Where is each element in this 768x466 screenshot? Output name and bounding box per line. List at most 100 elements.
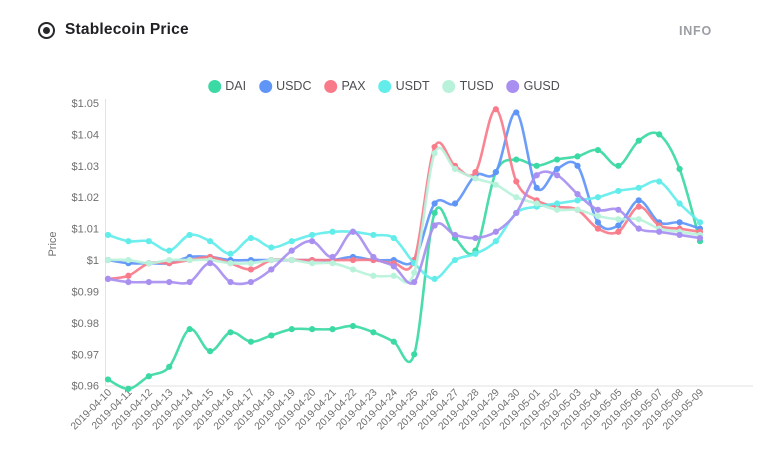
data-point-dai[interactable]: [288, 326, 295, 333]
data-point-gusd[interactable]: [696, 234, 704, 242]
data-point-tusd[interactable]: [227, 260, 234, 267]
data-point-tusd[interactable]: [411, 269, 418, 276]
data-point-gusd[interactable]: [676, 231, 683, 239]
data-point-usdt[interactable]: [696, 219, 704, 226]
data-point-pax[interactable]: [594, 225, 602, 232]
data-point-gusd[interactable]: [288, 247, 295, 254]
data-point-tusd[interactable]: [186, 256, 193, 264]
data-point-dai[interactable]: [533, 162, 540, 169]
data-point-usdt[interactable]: [227, 250, 234, 257]
data-point-gusd[interactable]: [390, 263, 397, 270]
data-point-dai[interactable]: [656, 131, 663, 138]
data-point-usdt[interactable]: [166, 247, 173, 254]
data-point-gusd[interactable]: [615, 206, 622, 213]
data-point-dai[interactable]: [513, 156, 520, 163]
data-point-dai[interactable]: [370, 329, 377, 336]
data-point-usdc[interactable]: [431, 200, 438, 207]
legend-item-usdt[interactable]: USDT: [378, 79, 430, 93]
data-point-gusd[interactable]: [104, 275, 112, 283]
data-point-tusd[interactable]: [125, 256, 132, 264]
data-point-dai[interactable]: [349, 322, 357, 330]
data-point-gusd[interactable]: [411, 278, 418, 286]
data-point-tusd[interactable]: [554, 206, 561, 213]
data-point-usdt[interactable]: [615, 187, 622, 195]
data-point-tusd[interactable]: [533, 200, 540, 207]
data-point-gusd[interactable]: [594, 206, 602, 213]
info-link[interactable]: INFO: [678, 24, 712, 38]
legend-item-tusd[interactable]: TUSD: [442, 79, 494, 93]
data-point-dai[interactable]: [431, 209, 438, 217]
data-point-tusd[interactable]: [166, 256, 173, 264]
data-point-usdc[interactable]: [676, 219, 683, 226]
data-point-usdt[interactable]: [104, 231, 112, 239]
data-point-dai[interactable]: [206, 348, 214, 355]
data-point-gusd[interactable]: [166, 278, 173, 286]
data-point-gusd[interactable]: [370, 253, 377, 261]
data-point-usdt[interactable]: [635, 184, 642, 191]
data-point-pax[interactable]: [492, 106, 499, 113]
data-point-tusd[interactable]: [431, 150, 438, 157]
data-point-gusd[interactable]: [656, 228, 663, 235]
data-point-gusd[interactable]: [431, 222, 438, 229]
data-point-usdt[interactable]: [288, 238, 295, 245]
data-point-usdt[interactable]: [431, 275, 438, 283]
data-point-dai[interactable]: [554, 156, 561, 163]
data-point-gusd[interactable]: [492, 228, 499, 235]
data-point-dai[interactable]: [574, 153, 581, 160]
data-point-dai[interactable]: [390, 338, 397, 345]
data-point-gusd[interactable]: [574, 190, 581, 198]
data-point-dai[interactable]: [411, 351, 418, 358]
data-point-usdt[interactable]: [656, 178, 663, 185]
data-point-pax[interactable]: [247, 266, 254, 273]
data-point-usdt[interactable]: [186, 231, 193, 239]
data-point-usdt[interactable]: [492, 238, 499, 245]
data-point-usdc[interactable]: [594, 219, 602, 226]
data-point-gusd[interactable]: [125, 278, 132, 286]
data-point-usdc[interactable]: [451, 200, 459, 207]
data-point-tusd[interactable]: [513, 194, 520, 201]
data-point-dai[interactable]: [268, 332, 275, 339]
data-point-dai[interactable]: [594, 147, 602, 154]
data-point-dai[interactable]: [615, 162, 622, 169]
data-point-usdc[interactable]: [492, 169, 499, 176]
data-point-tusd[interactable]: [309, 260, 316, 267]
data-point-tusd[interactable]: [288, 256, 295, 264]
data-point-dai[interactable]: [104, 376, 112, 383]
data-point-tusd[interactable]: [104, 256, 112, 264]
data-point-tusd[interactable]: [492, 181, 499, 188]
data-point-usdt[interactable]: [472, 250, 479, 257]
data-point-tusd[interactable]: [451, 165, 459, 173]
legend-item-dai[interactable]: DAI: [208, 79, 246, 93]
data-point-tusd[interactable]: [594, 212, 602, 220]
legend-item-gusd[interactable]: GUSD: [506, 79, 560, 93]
data-point-pax[interactable]: [472, 169, 479, 176]
data-point-usdt[interactable]: [676, 200, 683, 207]
data-point-usdt[interactable]: [268, 244, 275, 251]
data-point-pax[interactable]: [513, 178, 520, 185]
data-point-usdc[interactable]: [574, 162, 581, 169]
data-point-gusd[interactable]: [533, 172, 540, 179]
data-point-gusd[interactable]: [206, 260, 214, 267]
data-point-gusd[interactable]: [309, 238, 316, 245]
data-point-dai[interactable]: [227, 329, 234, 336]
data-point-usdt[interactable]: [309, 231, 316, 239]
data-point-usdc[interactable]: [513, 109, 520, 116]
data-point-usdc[interactable]: [635, 197, 642, 204]
data-point-gusd[interactable]: [145, 278, 152, 286]
data-point-gusd[interactable]: [451, 231, 459, 239]
data-point-gusd[interactable]: [329, 253, 336, 261]
data-point-gusd[interactable]: [635, 225, 642, 232]
data-point-usdt[interactable]: [145, 238, 152, 245]
data-point-usdc[interactable]: [554, 165, 561, 173]
data-point-tusd[interactable]: [615, 216, 622, 223]
data-point-dai[interactable]: [125, 385, 132, 392]
data-point-usdt[interactable]: [206, 238, 214, 245]
data-point-usdt[interactable]: [554, 200, 561, 207]
data-point-gusd[interactable]: [349, 228, 357, 235]
data-point-dai[interactable]: [309, 326, 316, 333]
data-point-usdc[interactable]: [533, 184, 540, 191]
data-point-usdt[interactable]: [390, 234, 397, 242]
data-point-usdc[interactable]: [615, 222, 622, 229]
data-point-gusd[interactable]: [227, 278, 234, 286]
data-point-dai[interactable]: [635, 137, 642, 144]
